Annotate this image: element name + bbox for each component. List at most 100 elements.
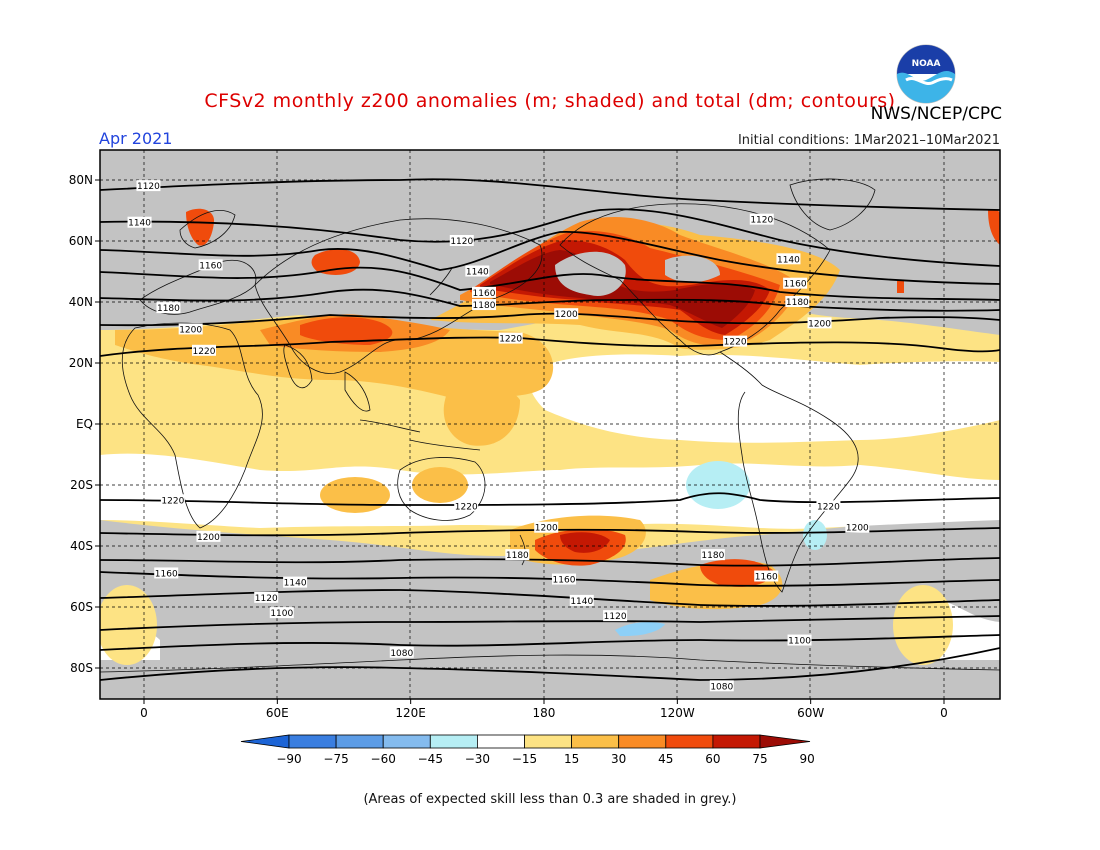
colorbar-segment [476,734,525,749]
colorbar-label: −75 [323,752,348,766]
contour-label-1160: 1160 [783,277,808,290]
latitude-label: 40S [70,539,93,553]
longitude-label: 60W [797,706,824,720]
svg-text:1180: 1180 [701,551,724,561]
svg-text:1140: 1140 [570,597,593,607]
svg-text:1080: 1080 [390,649,413,659]
shaded-anomaly-field [100,150,1000,699]
latitude-label: 80N [69,173,93,187]
contour-label-1200: 1200 [554,308,579,320]
contour-labels: 1080 1080 1100 1100 1120 1120 1120 1120 1120 1140… [127,180,870,692]
contour-label-1220: 1220 [498,332,523,345]
contour-label-1220: 1220 [723,335,748,348]
svg-text:1120: 1120 [450,237,473,247]
contour-label-1120: 1120 [254,591,279,604]
colorbar-label: 15 [564,752,579,766]
contour-label-1140: 1140 [465,265,490,278]
contour-label-1220: 1220 [454,500,479,512]
svg-text:1160: 1160 [199,261,222,271]
longitude-label: 120W [660,706,695,720]
colorbar-label: 45 [658,752,673,766]
svg-text:1200: 1200 [197,533,220,543]
colorbar-segment [571,734,620,749]
svg-text:1220: 1220 [455,502,478,512]
contour-label-1200: 1200 [534,521,559,534]
colorbar-segment [665,734,714,749]
svg-text:1180: 1180 [473,301,496,311]
latitude-label: 20N [69,356,93,370]
svg-text:1100: 1100 [270,609,293,619]
contour-label-1200: 1200 [807,317,832,329]
longitude-label: 180 [533,706,556,720]
colorbar-arrow-left [240,734,290,749]
colorbar-label: −15 [512,752,537,766]
colorbar-segment [618,734,667,749]
contour-label-1100: 1100 [787,634,812,647]
svg-text:1120: 1120 [137,182,160,192]
colorbar-arrow-right [759,734,811,749]
contour-label-1080: 1080 [389,646,414,659]
svg-text:1160: 1160 [155,569,178,579]
colorbar-label: 60 [705,752,720,766]
contour-label-1120: 1120 [603,610,628,622]
colorbar-segment [335,734,384,749]
svg-text:1200: 1200 [846,524,869,534]
latitude-labels: 80N 60N 40N 20N EQ 20S 40S 60S 80S [69,173,100,675]
contour-label-1200: 1200 [196,530,221,543]
longitude-labels: 0 60E 120E 180 120W 60W 0 [140,699,948,720]
contour-label-1140: 1140 [569,594,594,607]
svg-text:1200: 1200 [808,319,831,329]
svg-text:1220: 1220 [817,502,840,512]
contour-label-1160: 1160 [551,573,576,586]
longitude-label: 0 [940,706,948,720]
contour-label-1120: 1120 [749,213,774,226]
contour-label-1220: 1220 [816,500,841,512]
colorbar-label: −45 [418,752,443,766]
latitude-label: EQ [76,417,93,431]
contour-label-1140: 1140 [283,576,308,589]
svg-text:1220: 1220 [161,496,184,506]
colorbar-label: −30 [465,752,490,766]
contour-label-1180: 1180 [505,549,530,561]
latitude-label: 40N [69,295,93,309]
svg-text:1160: 1160 [755,573,778,583]
skill-footnote: (Areas of expected skill less than 0.3 a… [363,792,737,807]
colorbar: −90 −75 −60 −45 −30 −15 15 30 45 60 75 90 [240,734,815,766]
svg-text:1160: 1160 [473,289,496,299]
contour-label-1220: 1220 [191,344,216,357]
svg-text:1120: 1120 [604,612,627,622]
contour-label-1180: 1180 [700,549,725,561]
svg-text:1180: 1180 [157,304,180,314]
contour-label-1140: 1140 [776,253,801,265]
colorbar-label: 75 [752,752,767,766]
svg-text:1180: 1180 [506,551,529,561]
chart-title: CFSv2 monthly z200 anomalies (m; shaded)… [204,90,896,112]
latitude-label: 20S [70,478,93,492]
svg-text:1140: 1140 [777,255,800,265]
contour-label-1200: 1200 [178,323,203,335]
colorbar-label: 30 [611,752,626,766]
forecast-month: Apr 2021 [99,129,173,148]
svg-text:1220: 1220 [724,338,747,348]
svg-text:1140: 1140 [466,268,489,278]
svg-text:1120: 1120 [255,594,278,604]
total-height-contours [100,178,1000,681]
svg-text:1080: 1080 [710,682,733,692]
svg-text:1140: 1140 [128,219,151,229]
contour-label-1120: 1120 [449,235,474,247]
svg-text:1180: 1180 [786,298,809,308]
svg-text:1140: 1140 [284,579,307,589]
svg-text:1220: 1220 [193,347,216,357]
longitude-label: 120E [395,706,426,720]
latitude-label: 80S [70,661,93,675]
colorbar-label: −60 [371,752,396,766]
contour-label-1100: 1100 [269,607,294,619]
contour-label-1160: 1160 [154,567,179,579]
svg-text:1200: 1200 [555,310,578,320]
colorbar-segment [712,734,761,749]
logo-text: NOAA [912,59,941,69]
noaa-logo: NOAA [896,44,956,104]
svg-text:1200: 1200 [535,524,558,534]
contour-label-1120: 1120 [136,180,161,192]
